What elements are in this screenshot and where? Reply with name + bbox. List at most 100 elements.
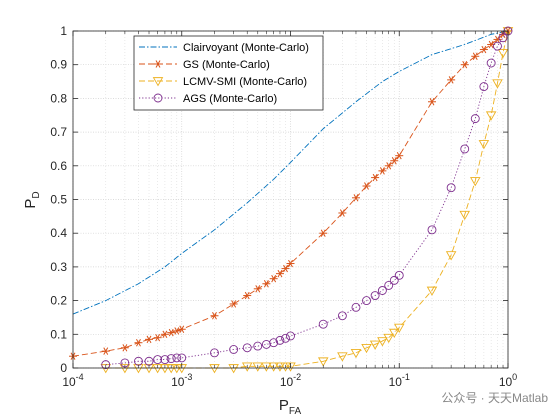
data-point bbox=[388, 328, 400, 339]
y-axis-label-sub: D bbox=[31, 191, 42, 198]
x-tick-label: 100 bbox=[499, 372, 517, 389]
data-point bbox=[120, 344, 129, 352]
data-point bbox=[317, 357, 329, 367]
data-point bbox=[319, 229, 328, 237]
x-tick-label-exponent: -4 bbox=[76, 372, 84, 382]
data-point bbox=[394, 270, 404, 280]
data-point bbox=[351, 302, 361, 312]
x-axis-label: PFA bbox=[279, 397, 302, 417]
y-axis-label: PD bbox=[22, 191, 42, 208]
y-tick-label: 0.2 bbox=[50, 294, 67, 308]
data-point bbox=[478, 140, 490, 150]
data-point bbox=[241, 362, 253, 372]
data-point bbox=[262, 280, 271, 288]
x-tick-label-exponent: -2 bbox=[293, 372, 301, 382]
data-point bbox=[281, 264, 290, 273]
data-point bbox=[470, 114, 480, 124]
legend-label: LCMV-SMI (Monte-Carlo) bbox=[183, 76, 307, 88]
data-point bbox=[485, 111, 497, 121]
data-point bbox=[275, 335, 285, 345]
data-point bbox=[210, 348, 219, 358]
data-point bbox=[338, 209, 347, 217]
x-tick-label: 10-1 bbox=[389, 372, 410, 389]
data-point bbox=[268, 362, 279, 372]
data-point bbox=[384, 280, 394, 290]
data-point bbox=[166, 354, 176, 364]
x-axis-label-main: P bbox=[279, 397, 289, 414]
data-point bbox=[160, 330, 169, 339]
data-point bbox=[165, 364, 177, 374]
data-point bbox=[337, 352, 348, 362]
data-point bbox=[471, 52, 480, 60]
y-tick-label: 1 bbox=[60, 24, 67, 38]
data-point bbox=[497, 49, 509, 59]
series-4 bbox=[101, 26, 513, 370]
legend-entry: LCMV-SMI (Monte-Carlo) bbox=[139, 76, 307, 88]
data-point bbox=[362, 296, 371, 306]
data-point bbox=[177, 353, 187, 363]
data-point bbox=[177, 325, 186, 333]
data-point bbox=[445, 251, 457, 261]
data-point bbox=[133, 364, 144, 374]
data-point bbox=[101, 347, 110, 355]
data-point bbox=[383, 333, 394, 344]
data-point bbox=[242, 343, 252, 353]
data-point bbox=[286, 259, 295, 268]
data-point bbox=[486, 58, 496, 68]
data-point bbox=[351, 194, 360, 202]
x-tick-labels: 10-4 10-3 10-2 10-1 100 bbox=[62, 372, 517, 389]
data-point bbox=[119, 364, 131, 374]
data-point bbox=[384, 162, 393, 170]
data-point bbox=[390, 157, 399, 165]
y-tick-label: 0.3 bbox=[50, 260, 67, 274]
y-tick-label: 0.7 bbox=[50, 125, 67, 139]
y-tick-label: 0.4 bbox=[50, 226, 67, 240]
data-point bbox=[479, 82, 489, 92]
data-point bbox=[395, 151, 404, 160]
data-point bbox=[159, 364, 171, 374]
data-point bbox=[362, 182, 371, 190]
data-point bbox=[447, 76, 456, 84]
watermark: 公众号 · 天天Matlab bbox=[441, 391, 548, 405]
x-tick-label: 10-3 bbox=[171, 372, 192, 389]
y-tick-label: 0.6 bbox=[50, 159, 67, 173]
data-point bbox=[369, 340, 381, 350]
legend-label: AGS (Monte-Carlo) bbox=[183, 93, 277, 105]
legend-entry: Clairvoyant (Monte-Carlo) bbox=[139, 42, 309, 54]
data-point bbox=[172, 353, 182, 363]
data-point bbox=[167, 328, 176, 337]
data-point bbox=[389, 275, 399, 285]
x-axis-label-sub: FA bbox=[289, 406, 302, 417]
data-point bbox=[337, 311, 347, 321]
series-line bbox=[72, 30, 509, 315]
y-axis-label-main: P bbox=[22, 199, 39, 209]
x-tick-label-base: 10 bbox=[499, 375, 513, 389]
data-point bbox=[427, 98, 436, 106]
data-point bbox=[370, 291, 380, 300]
data-point bbox=[350, 349, 362, 359]
data-point bbox=[261, 339, 271, 349]
data-point bbox=[269, 274, 278, 283]
y-tick-label: 0.1 bbox=[50, 327, 67, 341]
data-point bbox=[100, 364, 112, 374]
data-point bbox=[286, 331, 295, 341]
data-point bbox=[502, 27, 514, 37]
data-point bbox=[253, 341, 263, 351]
x-tick-label-base: 10 bbox=[280, 375, 294, 389]
data-point bbox=[252, 362, 264, 372]
y-tick-label: 0.9 bbox=[50, 58, 67, 72]
data-point bbox=[160, 355, 170, 365]
series-line bbox=[105, 30, 509, 366]
x-tick-label-base: 10 bbox=[62, 375, 76, 389]
series-1 bbox=[72, 30, 509, 315]
x-tick-label-exponent: 0 bbox=[512, 372, 517, 382]
data-point bbox=[427, 225, 437, 235]
data-point bbox=[479, 45, 488, 54]
data-point bbox=[460, 144, 470, 154]
y-tick-label: 0 bbox=[60, 361, 67, 375]
data-point bbox=[426, 286, 438, 296]
x-tick-label-base: 10 bbox=[171, 375, 185, 389]
legend-entry: AGS (Monte-Carlo) bbox=[139, 93, 277, 105]
data-point bbox=[269, 338, 279, 348]
